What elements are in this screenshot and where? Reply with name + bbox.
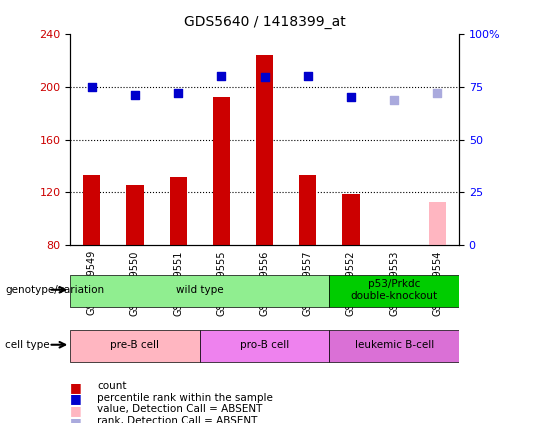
Bar xyxy=(83,175,100,245)
Text: ■: ■ xyxy=(70,393,86,406)
Bar xyxy=(213,97,230,245)
Point xyxy=(217,73,226,80)
Bar xyxy=(170,177,187,245)
Text: ■: ■ xyxy=(70,381,86,394)
Text: ■: ■ xyxy=(70,416,86,423)
FancyBboxPatch shape xyxy=(70,330,200,362)
Bar xyxy=(256,55,273,245)
Text: percentile rank within the sample: percentile rank within the sample xyxy=(97,393,273,403)
FancyBboxPatch shape xyxy=(329,330,459,362)
Text: wild type: wild type xyxy=(176,285,224,295)
Bar xyxy=(342,194,360,245)
Text: ■: ■ xyxy=(70,404,86,418)
Point xyxy=(260,74,269,81)
Text: leukemic B-cell: leukemic B-cell xyxy=(355,340,434,350)
Bar xyxy=(126,184,144,245)
Text: value, Detection Call = ABSENT: value, Detection Call = ABSENT xyxy=(97,404,262,415)
FancyBboxPatch shape xyxy=(70,275,329,307)
FancyBboxPatch shape xyxy=(200,330,329,362)
Text: pro-B cell: pro-B cell xyxy=(240,340,289,350)
Text: rank, Detection Call = ABSENT: rank, Detection Call = ABSENT xyxy=(97,416,258,423)
Text: genotype/variation: genotype/variation xyxy=(5,285,105,295)
Bar xyxy=(299,175,316,245)
Text: count: count xyxy=(97,381,127,391)
Point xyxy=(87,83,96,90)
Point xyxy=(131,91,139,98)
Point xyxy=(347,94,355,101)
Text: pre-B cell: pre-B cell xyxy=(111,340,159,350)
Title: GDS5640 / 1418399_at: GDS5640 / 1418399_at xyxy=(184,15,346,29)
Text: p53/Prkdc
double-knockout: p53/Prkdc double-knockout xyxy=(350,279,438,301)
Point xyxy=(390,96,399,103)
FancyBboxPatch shape xyxy=(329,275,459,307)
Point xyxy=(174,90,183,97)
Point xyxy=(433,90,442,97)
Point xyxy=(303,73,312,80)
Text: cell type: cell type xyxy=(5,340,50,350)
Bar xyxy=(429,202,446,245)
